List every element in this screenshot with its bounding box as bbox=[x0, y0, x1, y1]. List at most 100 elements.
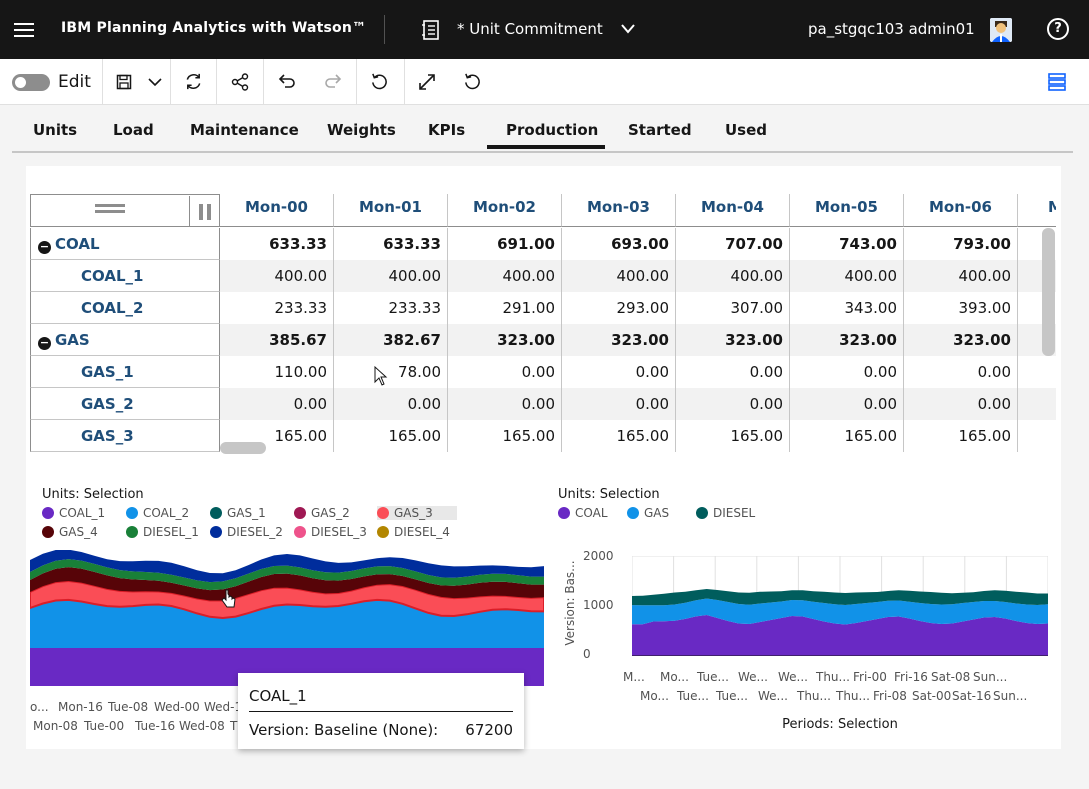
column-header[interactable]: Mon-05 bbox=[790, 194, 904, 227]
grid-cell[interactable]: 0.00 bbox=[220, 388, 334, 420]
refresh-icon[interactable] bbox=[184, 72, 203, 91]
menu-icon[interactable] bbox=[14, 19, 34, 39]
grid-cell[interactable]: 400.00 bbox=[790, 260, 904, 292]
chevron-down-icon[interactable] bbox=[620, 22, 636, 36]
grid-cell[interactable]: 165.00 bbox=[448, 420, 562, 452]
grid-cell[interactable]: 400.00 bbox=[676, 260, 790, 292]
area-series[interactable] bbox=[30, 567, 544, 601]
grid-cell[interactable]: 0.00 bbox=[904, 356, 1018, 388]
grid-cell[interactable]: 0.00 bbox=[448, 388, 562, 420]
column-header[interactable]: Mon-03 bbox=[562, 194, 676, 227]
user-name[interactable]: pa_stgqc103 admin01 bbox=[808, 20, 975, 38]
grid-cell[interactable]: 691.00 bbox=[448, 228, 562, 260]
row-header[interactable]: COAL_2 bbox=[30, 292, 220, 324]
save-icon[interactable] bbox=[116, 74, 132, 90]
legend-item[interactable]: DIESEL_2 bbox=[210, 525, 283, 539]
grid-cell[interactable]: 291.00 bbox=[448, 292, 562, 324]
vertical-scrollbar[interactable] bbox=[1042, 228, 1055, 356]
grid-cell[interactable]: 743.00 bbox=[790, 228, 904, 260]
column-header[interactable]: M bbox=[1018, 194, 1056, 227]
grid-cell[interactable]: 293.00 bbox=[562, 292, 676, 324]
reset-view-icon[interactable] bbox=[463, 72, 482, 91]
legend-item[interactable]: COAL_2 bbox=[126, 506, 189, 520]
grid-cell[interactable]: 400.00 bbox=[220, 260, 334, 292]
grid-cell[interactable]: 400.00 bbox=[562, 260, 676, 292]
grid-cell[interactable]: 693.00 bbox=[562, 228, 676, 260]
grid-cell[interactable]: 233.33 bbox=[334, 292, 448, 324]
column-header[interactable]: Mon-06 bbox=[904, 194, 1018, 227]
grid-cell[interactable] bbox=[1018, 388, 1056, 420]
area-series-gas[interactable] bbox=[632, 598, 1048, 625]
grid-cell[interactable]: 385.67 bbox=[220, 324, 334, 356]
expand-icon[interactable] bbox=[418, 73, 436, 91]
row-header[interactable]: − COAL bbox=[30, 228, 220, 260]
grid-cell[interactable]: 307.00 bbox=[676, 292, 790, 324]
grid-cell[interactable]: 323.00 bbox=[562, 324, 676, 356]
collapse-icon[interactable]: − bbox=[38, 336, 51, 350]
grid-cell[interactable]: 633.33 bbox=[334, 228, 448, 260]
row-header[interactable]: GAS_3 bbox=[30, 420, 220, 452]
grid-cell[interactable]: 165.00 bbox=[676, 420, 790, 452]
legend-item[interactable]: DIESEL_1 bbox=[126, 525, 199, 539]
grid-cell[interactable]: 400.00 bbox=[904, 260, 1018, 292]
tab-load[interactable]: Load bbox=[113, 121, 154, 139]
grid-cell[interactable]: 110.00 bbox=[220, 356, 334, 388]
grid-cell[interactable]: 0.00 bbox=[562, 388, 676, 420]
grid-cell[interactable]: 0.00 bbox=[676, 356, 790, 388]
grid-cell[interactable]: 0.00 bbox=[562, 356, 676, 388]
drag-handle-icon[interactable] bbox=[95, 204, 125, 216]
tab-weights[interactable]: Weights bbox=[327, 121, 396, 139]
row-header[interactable]: GAS_1 bbox=[30, 356, 220, 388]
tab-kpis[interactable]: KPIs bbox=[428, 121, 466, 139]
grid-cell[interactable]: 233.33 bbox=[220, 292, 334, 324]
legend-item[interactable]: COAL_1 bbox=[42, 506, 105, 520]
tab-production[interactable]: Production bbox=[506, 121, 599, 139]
legend-item[interactable]: DIESEL bbox=[696, 506, 755, 520]
grid-cell[interactable]: 165.00 bbox=[904, 420, 1018, 452]
grid-cell[interactable]: 323.00 bbox=[676, 324, 790, 356]
grid-cell[interactable]: 343.00 bbox=[790, 292, 904, 324]
grid-cell[interactable]: 0.00 bbox=[448, 356, 562, 388]
grid-cell[interactable]: 0.00 bbox=[334, 388, 448, 420]
grid-cell[interactable]: 165.00 bbox=[334, 420, 448, 452]
freeze-icon[interactable] bbox=[189, 196, 219, 227]
legend-item[interactable]: DIESEL_4 bbox=[377, 525, 450, 539]
grid-cell[interactable]: 165.00 bbox=[562, 420, 676, 452]
grid-cell[interactable]: 707.00 bbox=[676, 228, 790, 260]
row-header[interactable]: GAS_2 bbox=[30, 388, 220, 420]
row-header[interactable]: COAL_1 bbox=[30, 260, 220, 292]
grid-cell[interactable]: 393.00 bbox=[904, 292, 1018, 324]
column-header[interactable]: Mon-01 bbox=[334, 194, 448, 227]
grid-cell[interactable]: 165.00 bbox=[790, 420, 904, 452]
grid-cell[interactable]: 400.00 bbox=[448, 260, 562, 292]
legend-item[interactable]: GAS_4 bbox=[42, 525, 98, 539]
row-header[interactable]: − GAS bbox=[30, 324, 220, 356]
area-series-diesel[interactable] bbox=[632, 589, 1048, 606]
share-icon[interactable] bbox=[231, 73, 249, 91]
grid-cell[interactable]: 793.00 bbox=[904, 228, 1018, 260]
help-icon[interactable]: ? bbox=[1047, 18, 1069, 40]
undo-icon[interactable] bbox=[278, 74, 296, 88]
book-title[interactable]: * Unit Commitment bbox=[457, 20, 603, 38]
legend-item[interactable]: GAS_1 bbox=[210, 506, 266, 520]
legend-item[interactable]: COAL bbox=[558, 506, 608, 520]
area-series-coal[interactable] bbox=[632, 615, 1048, 656]
area-series[interactable] bbox=[30, 599, 544, 648]
legend-item[interactable]: GAS bbox=[627, 506, 669, 520]
column-header[interactable]: Mon-04 bbox=[676, 194, 790, 227]
grid-cell[interactable]: 400.00 bbox=[334, 260, 448, 292]
grid-cell[interactable]: 633.33 bbox=[220, 228, 334, 260]
tab-units[interactable]: Units bbox=[33, 121, 78, 139]
legend-item[interactable]: DIESEL_3 bbox=[294, 525, 367, 539]
save-menu-chevron-icon[interactable] bbox=[148, 77, 162, 87]
tab-maintenance[interactable]: Maintenance bbox=[190, 121, 299, 139]
grid-cell[interactable]: 165.00 bbox=[220, 420, 334, 452]
area-series[interactable] bbox=[30, 550, 544, 583]
grid-cell[interactable]: 382.67 bbox=[334, 324, 448, 356]
area-series[interactable] bbox=[30, 559, 544, 591]
grid-cell[interactable]: 0.00 bbox=[790, 388, 904, 420]
collapse-icon[interactable]: − bbox=[38, 240, 51, 254]
left-stacked-area-chart[interactable] bbox=[30, 550, 544, 686]
avatar-icon[interactable] bbox=[990, 18, 1012, 42]
grid-cell[interactable]: 78.00 bbox=[334, 356, 448, 388]
